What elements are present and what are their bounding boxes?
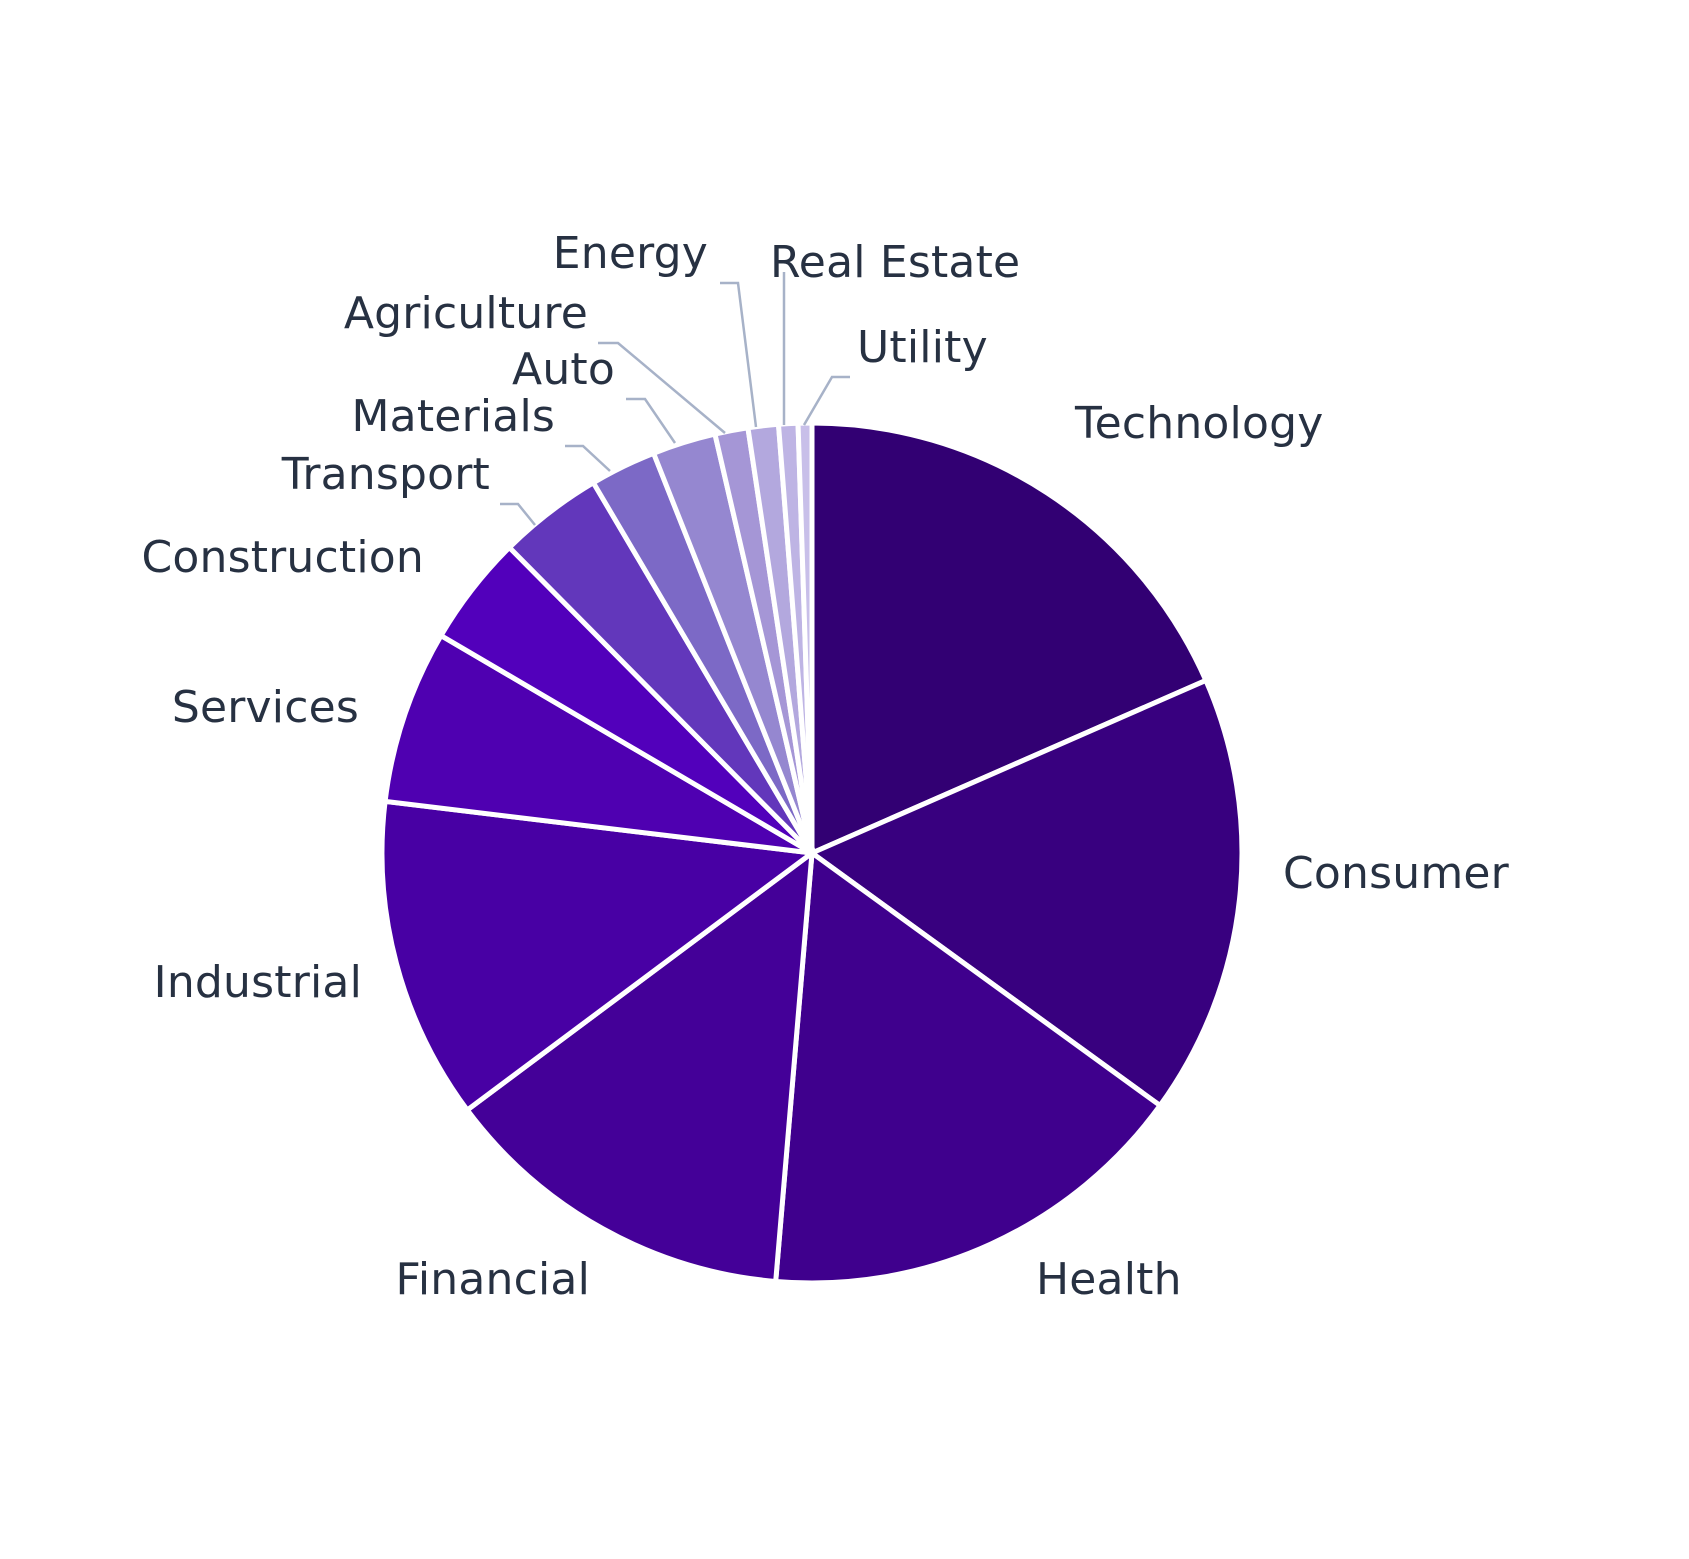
slice-label-technology: Technology — [1074, 398, 1323, 449]
slice-label-industrial: Industrial — [154, 957, 362, 1008]
leader-line-auto — [626, 397, 677, 444]
leader-line-materials — [565, 444, 611, 472]
pie-slice-industrial — [379, 798, 819, 1114]
pie-slice-health — [772, 848, 1164, 1286]
pie-slice-financial — [463, 847, 815, 1285]
labels-layer: Technology Consumer Health Financial Industr… — [141, 228, 1509, 1305]
pie-slice-consumer — [807, 677, 1245, 1110]
leader-line-transport — [500, 502, 536, 526]
slice-label-utility: Utility — [857, 322, 988, 373]
pie-slice-technology — [809, 420, 1210, 857]
leader-lines-layer — [500, 272, 850, 526]
slice-label-energy: Energy — [553, 228, 708, 279]
slice-label-health: Health — [1036, 1254, 1182, 1305]
slice-label-financial: Financial — [396, 1254, 590, 1305]
slices-layer — [379, 420, 1245, 1286]
slice-label-consumer: Consumer — [1283, 848, 1510, 899]
slice-label-materials: Materials — [352, 391, 555, 442]
slice-label-construction: Construction — [141, 532, 424, 583]
slice-label-services: Services — [172, 682, 359, 733]
slice-label-real-estate: Real Estate — [770, 237, 1020, 288]
leader-line-utility — [802, 375, 850, 426]
pie-slice-services — [382, 632, 814, 856]
leader-line-agriculture — [598, 341, 726, 434]
slice-label-transport: Transport — [281, 449, 490, 500]
slice-label-auto: Auto — [512, 344, 615, 395]
leader-line-energy — [720, 281, 758, 428]
slice-label-agriculture: Agriculture — [344, 288, 588, 339]
